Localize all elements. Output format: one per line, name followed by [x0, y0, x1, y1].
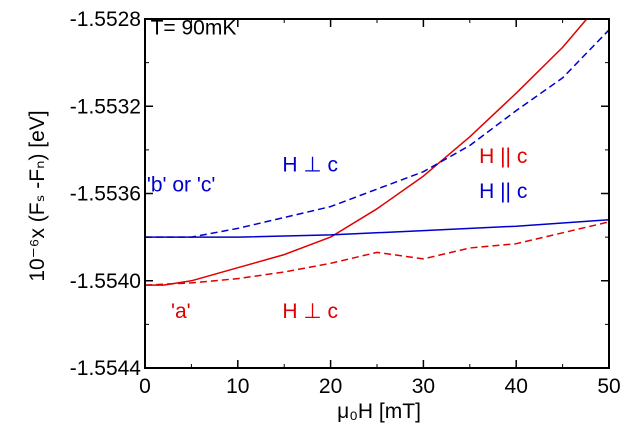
series-line-3	[145, 218, 609, 238]
annotation-label: H || c	[479, 145, 527, 168]
axis-ticks	[144, 18, 610, 369]
y-tick-label: -1.5540	[70, 270, 141, 293]
annotation-label: H ⊥ c	[282, 154, 338, 177]
x-tick-label: 40	[505, 375, 528, 398]
annotation-label: H || c	[479, 180, 527, 203]
x-axis-label: μ₀H [mT]	[337, 400, 421, 423]
annotation-label: 'b' or 'c'	[147, 173, 216, 196]
annotations: T= 90mK 'b' or 'c' H ⊥ c H || c H || c 'a' H ⊥…	[147, 16, 527, 323]
y-tick-label: -1.5544	[70, 357, 142, 380]
x-tick-label: 20	[319, 375, 342, 398]
annotation-label: 'a'	[171, 300, 191, 323]
y-tick-label: -1.5528	[70, 8, 141, 31]
y-axis-label: 10⁻⁶x (Fₛ -Fₙ) [eV]	[26, 110, 49, 281]
annotation-label: T= 90mK	[151, 16, 237, 39]
x-tick-label: 10	[226, 375, 249, 398]
y-tick-label: -1.5532	[70, 95, 141, 118]
x-tick-label: 0	[139, 375, 151, 398]
annotation-label: H ⊥ c	[282, 300, 338, 323]
series-line-1	[145, 19, 588, 286]
x-tick-label: 30	[412, 375, 435, 398]
series-line-4	[145, 29, 609, 238]
tick-labels: 0 10 20 30 40 50 -1.5544 -1.5540 -1.5536 -1.5532 -…	[70, 8, 621, 398]
x-tick-label: 50	[597, 375, 620, 398]
plot-lines	[145, 19, 609, 286]
y-tick-label: -1.5536	[70, 183, 141, 206]
series-line-2	[145, 221, 609, 286]
